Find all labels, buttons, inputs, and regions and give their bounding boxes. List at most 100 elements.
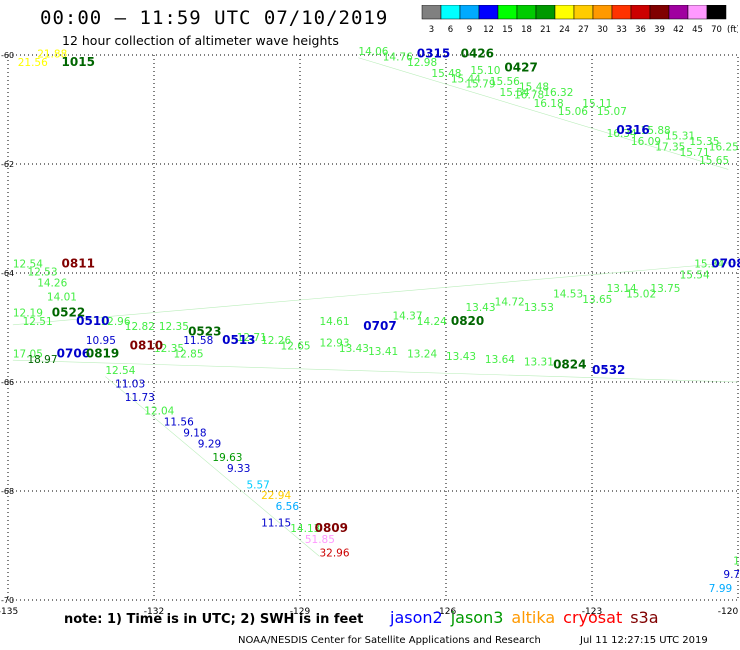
color-swatch <box>687 5 708 20</box>
wave-height-value: 12.35 <box>159 321 189 333</box>
wave-height-value: 12.82 <box>125 321 155 333</box>
wave-height-value: 12.93 <box>319 338 349 350</box>
longitude-label: -123 <box>582 607 602 617</box>
wave-height-value: 21.88 <box>37 49 67 61</box>
color-swatch <box>421 5 442 20</box>
longitude-label: -135 <box>0 607 18 617</box>
wave-height-value: 51.85 <box>305 534 335 546</box>
color-scale-unit: (ft) <box>727 25 738 35</box>
wave-height-value: 10.95 <box>86 335 116 347</box>
wave-height-value: 13.64 <box>485 354 515 366</box>
wave-height-value: 14.06 <box>358 46 388 58</box>
wave-height-value: 14.72 <box>495 297 525 309</box>
color-scale-label: 39 <box>654 25 665 35</box>
latitude-label: -66 <box>1 378 14 387</box>
legend-s3a: s3a <box>630 608 659 627</box>
time-label: 0426 <box>461 47 494 61</box>
latitude-label: -64 <box>1 269 14 278</box>
wave-height-value: 15.35 <box>689 136 719 148</box>
wave-height-value: 12.96 <box>100 316 130 328</box>
wave-height-value: 13.14 <box>607 283 637 295</box>
time-label: 0316 <box>616 123 649 137</box>
color-scale-label: 6 <box>448 25 453 35</box>
satellite-tracks <box>12 57 739 557</box>
wave-height-value: 15.34 <box>694 259 724 271</box>
wave-height-value: 15.54 <box>680 269 710 281</box>
color-swatch <box>478 5 499 20</box>
color-scale-label: 27 <box>578 25 589 35</box>
color-scale-label: 70 <box>711 25 722 35</box>
wave-height-value: 9.72 <box>723 569 740 581</box>
color-scale-label: 30 <box>597 25 608 35</box>
wave-height-value: 13.43 <box>465 302 495 314</box>
color-scale-label: 33 <box>616 25 627 35</box>
note-text: note: 1) Time is in UTC; 2) SWH is in fe… <box>64 612 364 627</box>
track-line <box>12 261 739 326</box>
color-swatch <box>630 5 651 20</box>
wave-height-value: 15.07 <box>597 106 627 118</box>
latitude-label: -68 <box>1 487 14 496</box>
legend-altika: altika <box>511 608 556 627</box>
wave-height-value: 14.24 <box>417 316 447 328</box>
color-swatch <box>459 5 480 20</box>
wave-height-value: 14.61 <box>319 316 349 328</box>
wave-height-value: 13.75 <box>650 283 680 295</box>
wave-height-value: 15.44 <box>451 73 481 85</box>
wave-height-value: 14.26 <box>37 278 67 290</box>
color-swatch <box>535 5 556 20</box>
page-subtitle: 12 hour collection of altimeter wave hei… <box>62 33 339 48</box>
wave-height-value: 11.56 <box>164 417 194 429</box>
color-swatch <box>592 5 613 20</box>
wave-height-value: 11.73 <box>125 392 155 404</box>
wave-height-value: 12.19 <box>13 308 43 320</box>
wave-height-value: 12.26 <box>261 335 291 347</box>
wave-height-value: 21.56 <box>18 57 48 69</box>
wave-height-value: 16.34 <box>607 128 637 140</box>
time-label: 0427 <box>504 60 537 74</box>
wave-height-value: 12.71 <box>237 332 267 344</box>
axis-labels: -135 -132 -129 -126 -123 -120 -60 -62 -64 -66 -68 -… <box>0 51 738 617</box>
wave-height-value: 16.25 <box>709 141 739 153</box>
time-label: 0809 <box>315 521 348 535</box>
wave-height-value: 13.41 <box>368 346 398 358</box>
time-label: 0820 <box>451 314 484 328</box>
wave-height-value: 18.97 <box>27 354 57 366</box>
color-swatch <box>440 5 461 20</box>
time-label: 0532 <box>592 363 625 377</box>
time-label: 0824 <box>553 357 586 371</box>
longitude-label: -129 <box>290 607 311 617</box>
wave-height-value: 12.85 <box>173 348 203 360</box>
wave-height-value: 13.65 <box>582 294 612 306</box>
wave-height-value: 5.57 <box>246 479 269 491</box>
legend-jason2: jason2 <box>390 608 443 627</box>
wave-height-value: 14.76 <box>383 51 413 63</box>
latitude-label: -60 <box>1 51 14 60</box>
color-swatch <box>516 5 537 20</box>
wave-height-value: 12.51 <box>23 316 53 328</box>
wave-height-value: 15.48 <box>431 68 461 80</box>
satellite-legend: jason2 jason3 altika cryosat s3a <box>390 608 667 627</box>
time-label: 0819 <box>86 346 119 360</box>
wave-height-value: 16.78 <box>514 90 544 102</box>
color-scale-label: 3 <box>429 25 434 35</box>
wave-height-value: 13.43 <box>339 343 369 355</box>
wave-height-value: 7.99 <box>709 583 732 595</box>
time-label: 0708 <box>711 257 740 271</box>
wave-height-value: 15.56 <box>490 76 520 88</box>
wave-height-value: 15.10 <box>470 65 500 77</box>
wave-height-value: 12.54 <box>105 365 135 377</box>
longitude-label: -132 <box>144 607 164 617</box>
wave-height-value: 15.02 <box>626 289 656 301</box>
time-label: 0706 <box>57 346 90 360</box>
time-label: 0522 <box>52 306 85 320</box>
credit-timestamp: Jul 11 12:27:15 UTC 2019 <box>580 635 708 646</box>
color-scale-label: 42 <box>673 25 684 35</box>
wave-height-value: 22.94 <box>261 490 291 502</box>
track-line <box>12 359 739 383</box>
wave-height-value: 13.31 <box>524 357 554 369</box>
wave-height-value: 16.18 <box>534 98 564 110</box>
wave-height-value: 15.71 <box>680 147 710 159</box>
latitude-label: -70 <box>1 596 14 605</box>
